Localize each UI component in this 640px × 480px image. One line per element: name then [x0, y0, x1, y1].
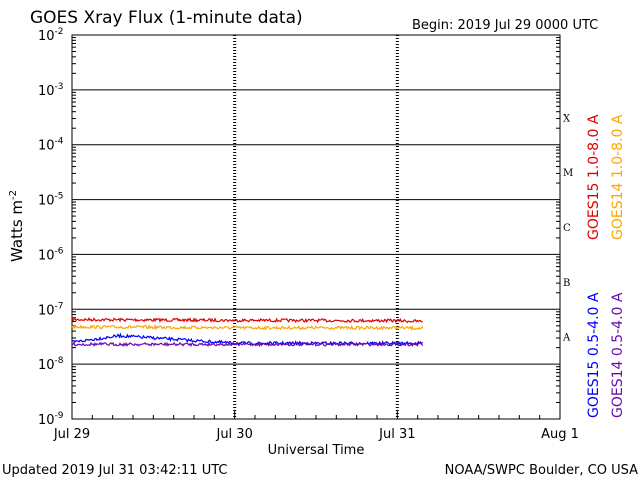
x-axis-label: Universal Time	[268, 443, 365, 458]
x-tick-label: Jul 30	[215, 427, 252, 442]
legend-entry: GOES14 1.0-8.0 A	[610, 114, 626, 240]
series-line	[71, 341, 423, 348]
series-line	[71, 317, 423, 324]
legend-entry: GOES15 1.0-8.0 A	[586, 114, 602, 240]
y-tick-label: 10-6	[38, 246, 64, 263]
series-lines	[71, 317, 423, 348]
x-tick-label: Aug 1	[541, 427, 579, 442]
series-line	[71, 323, 423, 331]
flare-class-label: C	[563, 223, 571, 234]
updated-timestamp: Updated 2019 Jul 31 03:42:11 UTC	[2, 463, 227, 478]
flare-class-label: B	[563, 278, 570, 289]
svg-text:Watts m-2: Watts m-2	[8, 190, 26, 262]
flare-class-label: A	[562, 333, 571, 344]
flare-class-label: M	[563, 168, 573, 179]
x-tick-label: Jul 31	[378, 427, 415, 442]
legend-entry: GOES15 0.5-4.0 A	[586, 292, 602, 418]
y-tick-label: 10-2	[38, 27, 64, 44]
legend-entry: GOES14 0.5-4.0 A	[610, 292, 626, 418]
y-axis-label: Watts m-2	[8, 190, 26, 262]
flare-class-labels: X M C B A	[562, 113, 573, 343]
day-dividers	[71, 35, 561, 419]
y-tick-label: 10-5	[38, 192, 64, 209]
y-tick-label: 10-4	[38, 137, 64, 154]
x-tick-label: Jul 29	[53, 427, 90, 442]
y-tick-label: 10-7	[38, 301, 64, 318]
y-tick-label: 10-8	[38, 356, 64, 373]
y-tick-label: 10-9	[38, 411, 64, 428]
legend: GOES15 1.0-8.0 A GOES14 1.0-8.0 A GOES15 0…	[586, 114, 626, 418]
y-tick-labels: 10-2 10-3 10-4 10-5 10-6 10-7 10-8 10-9	[38, 27, 64, 428]
begin-label: Begin: 2019 Jul 29 0000 UTC	[412, 18, 598, 33]
credit-label: NOAA/SWPC Boulder, CO USA	[445, 463, 638, 478]
x-tick-labels: Jul 29 Jul 30 Jul 31 Aug 1	[53, 427, 579, 442]
flare-class-label: X	[563, 113, 571, 124]
y-tick-label: 10-3	[38, 82, 64, 99]
chart-title: GOES Xray Flux (1-minute data)	[30, 8, 303, 28]
plot-frame	[71, 34, 561, 420]
series-line	[71, 332, 423, 347]
grid	[72, 37, 560, 403]
